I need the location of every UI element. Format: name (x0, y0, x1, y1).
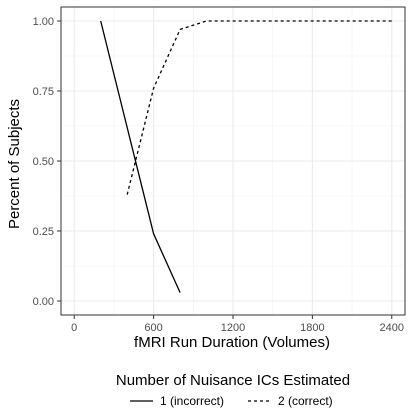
y-axis-title: Percent of Subjects (6, 99, 23, 229)
grid-major (61, 7, 405, 315)
x-tick-label: 0 (71, 322, 77, 334)
series-lines (100, 20, 392, 293)
legend: Number of Nuisance ICs Estimated 1 (inco… (116, 372, 350, 408)
x-tick-label: 2400 (380, 322, 404, 334)
y-tick-label: 0.75 (33, 86, 54, 98)
legend-items: 1 (incorrect) 2 (correct) (130, 394, 333, 408)
y-tick-label: 0.50 (33, 156, 54, 168)
y-tick-label: 0.00 (33, 296, 54, 308)
y-tick-label: 1.00 (33, 16, 54, 28)
legend-label-1: 1 (incorrect) (160, 394, 224, 408)
y-axis-ticks: 0.00 0.25 0.50 0.75 1.00 (33, 16, 61, 308)
legend-label-2: 2 (correct) (278, 394, 333, 408)
x-axis-ticks: 0 600 1200 1800 2400 (71, 315, 404, 334)
series-line-2 (126, 20, 392, 195)
series-line-1 (100, 20, 181, 293)
y-tick-label: 0.25 (33, 226, 54, 238)
x-tick-label: 1200 (221, 322, 245, 334)
x-axis-title: fMRI Run Duration (Volumes) (134, 334, 330, 351)
legend-title: Number of Nuisance ICs Estimated (116, 372, 350, 389)
x-tick-label: 1800 (300, 322, 324, 334)
x-tick-label: 600 (144, 322, 162, 334)
